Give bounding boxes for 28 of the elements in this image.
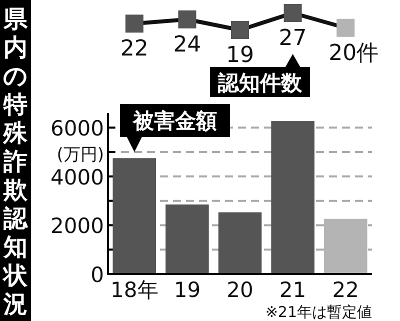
data-label: 19 [226,43,254,68]
data-label: 20件 [328,40,379,66]
x-tick-label: 20 [226,278,254,302]
point [336,18,355,37]
x-tick-label: 18年 [110,278,158,302]
bar [166,204,209,274]
y-tick-label: 6000 [50,116,104,141]
y-tick-label: 0 [90,263,104,287]
y-tick-label: 2000 [50,214,104,238]
bar [112,158,156,274]
bar [271,121,314,274]
data-label: 24 [173,32,202,58]
y-axis-title: (万円) [56,145,104,166]
bar [218,212,262,274]
x-tick-label: 19 [174,278,201,302]
text: 認知件数 [217,71,303,95]
x-tick-label: 22 [332,278,359,302]
y-tick-label: 4000 [50,165,104,190]
point [231,21,249,39]
point [125,14,144,33]
title: 県内の特殊詐欺認知状況 [0,0,31,321]
point [178,10,196,28]
text: ※21年は暫定値 [265,303,372,321]
point [284,4,302,22]
annotation: 被害金額 [132,109,217,133]
x-tick-label: 21 [279,278,306,302]
data-label: 27 [278,26,307,51]
data-label: 22 [120,36,148,62]
